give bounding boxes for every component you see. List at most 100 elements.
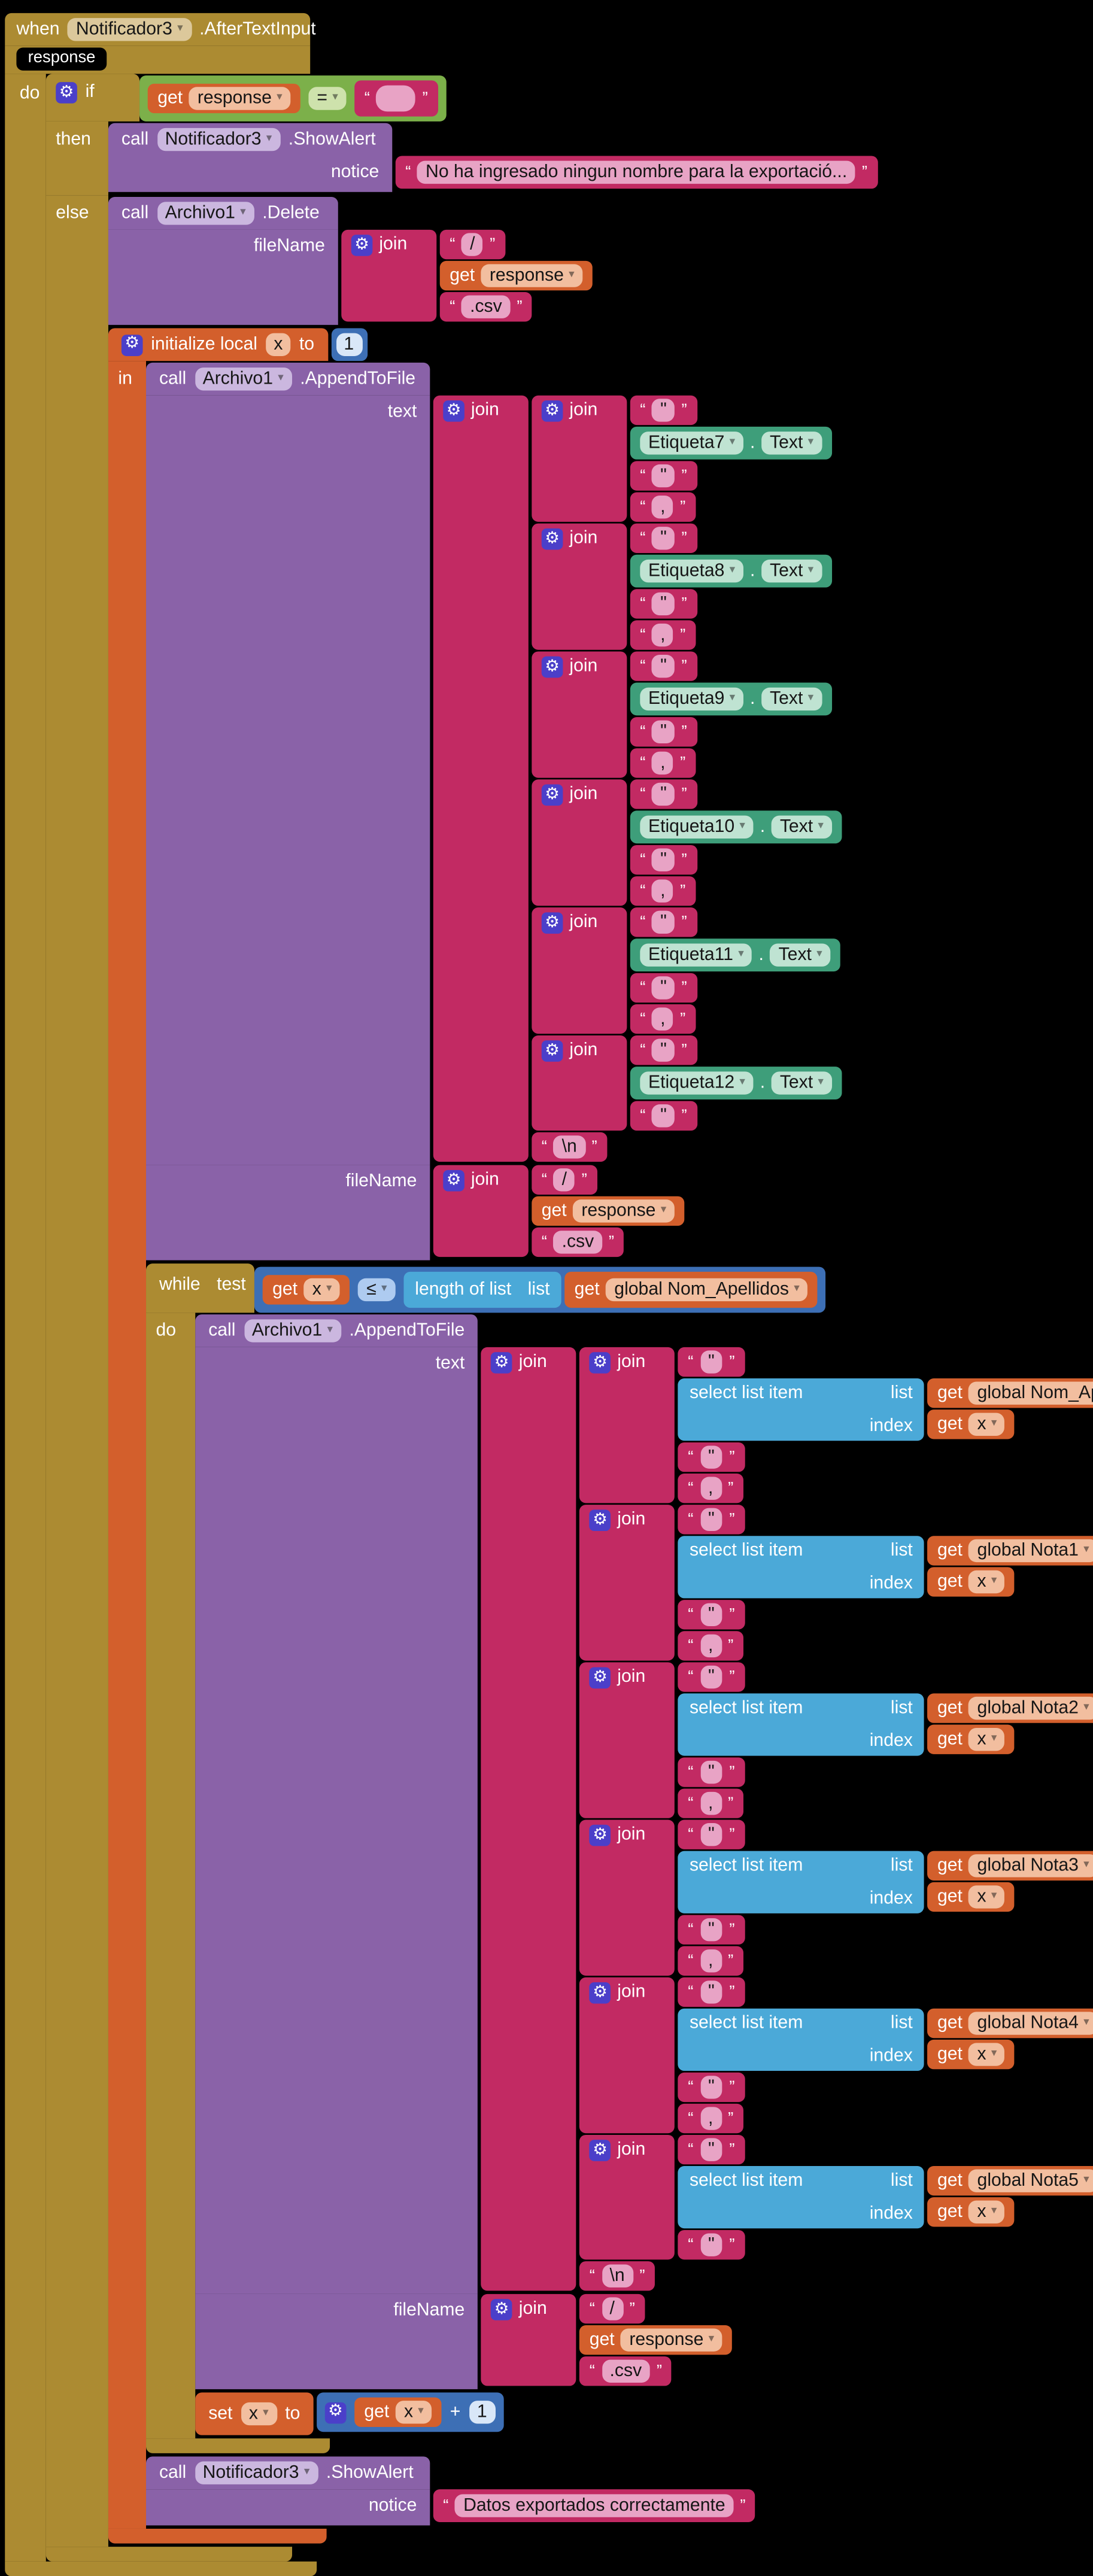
- variable-dropdown[interactable]: x: [968, 1885, 1006, 1909]
- string-literal[interactable]: ": [678, 1757, 745, 1787]
- component-dropdown[interactable]: Etiqueta8: [640, 559, 743, 583]
- property-getter-block[interactable]: Etiqueta9 . Text: [630, 682, 832, 716]
- equals-block[interactable]: get response =: [139, 75, 446, 121]
- select-list-item-block[interactable]: select list item list index get global Not…: [678, 1851, 1093, 1913]
- string-literal[interactable]: \n: [579, 2261, 655, 2291]
- variable-dropdown[interactable]: global Nota4: [968, 2012, 1093, 2035]
- get-x-block[interactable]: get x: [262, 1275, 350, 1305]
- string-literal[interactable]: ": [630, 973, 697, 1003]
- number-field[interactable]: 1: [469, 2401, 496, 2424]
- gear-icon[interactable]: [589, 1982, 611, 2004]
- variable-dropdown[interactable]: x: [968, 2200, 1006, 2224]
- property-dropdown[interactable]: Text: [772, 815, 832, 839]
- local-variable-name[interactable]: x: [265, 333, 292, 356]
- join-block[interactable]: join " select: [579, 1347, 1093, 1503]
- join-block[interactable]: join " Etiqueta8 .: [532, 523, 832, 650]
- property-getter-block[interactable]: Etiqueta11 . Text: [630, 938, 840, 972]
- string-literal[interactable]: ,: [678, 1474, 743, 1503]
- property-dropdown[interactable]: Text: [761, 559, 822, 583]
- variable-dropdown[interactable]: response: [573, 1199, 675, 1223]
- gear-icon[interactable]: [351, 235, 373, 256]
- property-dropdown[interactable]: Text: [770, 943, 831, 967]
- string-literal[interactable]: Datos exportados correctamente: [433, 2489, 755, 2522]
- get-response-block[interactable]: get response: [439, 260, 593, 291]
- variable-dropdown[interactable]: response: [189, 87, 291, 110]
- variable-dropdown[interactable]: x: [241, 2402, 277, 2426]
- variable-dropdown[interactable]: response: [481, 264, 583, 287]
- variable-dropdown[interactable]: global Nom_Apellidos: [968, 1381, 1093, 1405]
- string-literal[interactable]: ,: [678, 1631, 743, 1661]
- initialize-local-block[interactable]: initialize local x to 1 in: [108, 328, 1093, 2544]
- string-literal[interactable]: ": [678, 1347, 745, 1377]
- string-literal[interactable]: \n: [532, 1132, 608, 1162]
- join-block[interactable]: join " select: [579, 1819, 1093, 1976]
- join-block[interactable]: join / get response: [481, 2294, 1093, 2386]
- join-block[interactable]: join " select: [579, 1977, 1093, 2134]
- showalert-call-block[interactable]: call Notificador3 .ShowAlert notice No h…: [108, 123, 878, 192]
- gear-icon[interactable]: [491, 1352, 512, 1374]
- addition-block[interactable]: get x + 1: [316, 2392, 504, 2432]
- component-dropdown[interactable]: Etiqueta7: [640, 432, 743, 455]
- gear-icon[interactable]: [541, 528, 563, 550]
- string-literal[interactable]: ,: [630, 1004, 696, 1034]
- property-getter-block[interactable]: Etiqueta8 . Text: [630, 554, 832, 588]
- gear-icon[interactable]: [491, 2299, 512, 2320]
- component-dropdown[interactable]: Archivo1: [156, 202, 254, 225]
- component-dropdown[interactable]: Archivo1: [194, 367, 292, 391]
- get-global-list-block[interactable]: get global Nota1: [927, 1536, 1093, 1566]
- string-literal[interactable]: ": [630, 395, 697, 426]
- string-literal[interactable]: ": [678, 2229, 745, 2260]
- string-literal[interactable]: ": [678, 1505, 745, 1535]
- select-list-item-block[interactable]: select list item list index get global Not…: [678, 1693, 1093, 1756]
- when-event-block[interactable]: when Notificador3 .AfterTextInput respon…: [5, 13, 1093, 2576]
- string-literal[interactable]: ": [630, 779, 697, 809]
- join-block[interactable]: join " select: [579, 2134, 1093, 2260]
- string-literal[interactable]: ": [630, 717, 697, 747]
- comparison-block[interactable]: get x ≤ length of list: [254, 1266, 826, 1313]
- join-block[interactable]: join " Etiqueta11 .: [532, 907, 840, 1034]
- component-dropdown[interactable]: Archivo1: [244, 1319, 341, 1342]
- join-block[interactable]: join " select: [579, 1662, 1093, 1818]
- get-x-block[interactable]: get x: [354, 2397, 442, 2427]
- get-response-block[interactable]: get response: [532, 1196, 685, 1226]
- string-literal[interactable]: ": [630, 523, 697, 553]
- variable-dropdown[interactable]: x: [968, 1570, 1006, 1594]
- string-literal[interactable]: .csv: [439, 292, 532, 322]
- gear-icon[interactable]: [589, 1509, 611, 1532]
- get-global-list-block[interactable]: get global Nota5: [927, 2166, 1093, 2196]
- join-block[interactable]: join " Etiqueta9 .: [532, 651, 832, 778]
- string-literal[interactable]: ": [630, 845, 697, 875]
- string-literal[interactable]: /: [532, 1165, 597, 1195]
- join-block[interactable]: join " Etiqueta12 .: [532, 1035, 842, 1131]
- string-literal[interactable]: .csv: [532, 1227, 624, 1257]
- variable-dropdown[interactable]: x: [304, 1278, 341, 1302]
- variable-dropdown[interactable]: global Nom_Apellidos: [606, 1278, 808, 1302]
- property-getter-block[interactable]: Etiqueta10 . Text: [630, 810, 842, 844]
- gear-icon[interactable]: [443, 1169, 464, 1192]
- variable-dropdown[interactable]: global Nota3: [968, 1854, 1093, 1878]
- get-index-block[interactable]: get x: [927, 2197, 1015, 2227]
- join-block[interactable]: join join ": [433, 395, 842, 1162]
- join-block[interactable]: join / get response: [433, 1165, 842, 1257]
- get-index-block[interactable]: get x: [927, 1567, 1015, 1597]
- select-list-item-block[interactable]: select list item list index get global Not…: [678, 1536, 1093, 1599]
- gear-icon[interactable]: [589, 1824, 611, 1846]
- property-dropdown[interactable]: Text: [761, 432, 822, 455]
- select-list-item-block[interactable]: select list item list index get global Not…: [678, 2008, 1093, 2071]
- string-literal[interactable]: ": [678, 1600, 745, 1630]
- string-literal[interactable]: ": [678, 1442, 745, 1472]
- property-dropdown[interactable]: Text: [761, 687, 822, 711]
- string-literal[interactable]: ": [678, 1915, 745, 1945]
- string-literal[interactable]: ": [630, 461, 697, 491]
- event-param-badge[interactable]: response: [16, 47, 107, 71]
- variable-dropdown[interactable]: global Nota2: [968, 1696, 1093, 1720]
- component-dropdown[interactable]: Notificador3: [156, 127, 281, 151]
- component-dropdown[interactable]: Etiqueta10: [640, 815, 754, 839]
- select-list-item-block[interactable]: select list item list index get global Nom…: [678, 1378, 1093, 1441]
- get-global-list-block[interactable]: get global Nota4: [927, 2008, 1093, 2039]
- string-literal[interactable]: /: [579, 2294, 645, 2324]
- string-literal[interactable]: .csv: [579, 2356, 672, 2386]
- gear-icon[interactable]: [589, 1352, 611, 1374]
- showalert-call-block[interactable]: call Notificador3 .ShowAlert notice Dato…: [146, 2456, 755, 2526]
